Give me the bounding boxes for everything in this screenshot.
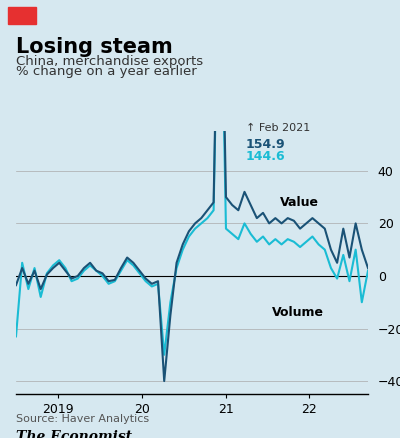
Text: Volume: Volume xyxy=(272,306,324,319)
Text: China, merchandise exports: China, merchandise exports xyxy=(16,55,203,68)
Text: % change on a year earlier: % change on a year earlier xyxy=(16,65,197,78)
Text: 154.9: 154.9 xyxy=(246,138,286,151)
Text: Value: Value xyxy=(280,196,319,209)
Text: ↑ Feb 2021: ↑ Feb 2021 xyxy=(246,123,310,133)
Text: Source: Haver Analytics: Source: Haver Analytics xyxy=(16,414,149,424)
Text: The Economist: The Economist xyxy=(16,430,132,438)
Text: 144.6: 144.6 xyxy=(246,150,286,163)
Text: Losing steam: Losing steam xyxy=(16,37,173,57)
